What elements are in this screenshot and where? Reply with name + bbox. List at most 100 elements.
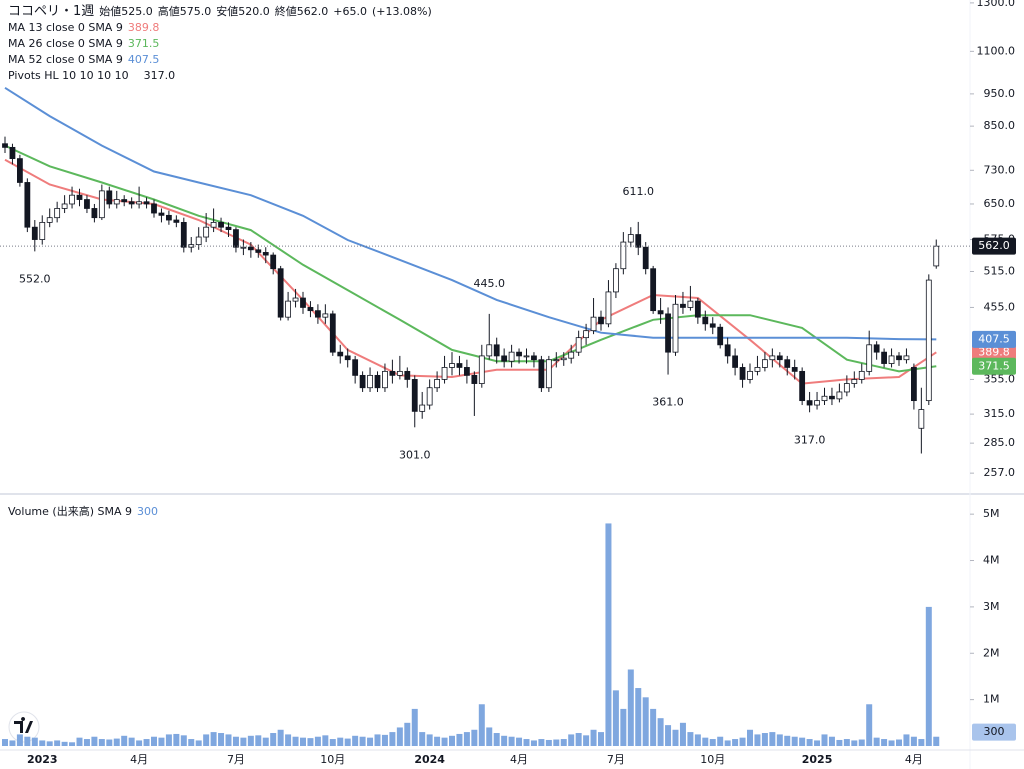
volume-bar <box>337 737 344 746</box>
volume-legend: Volume (出来高) SMA 9 300 <box>8 503 163 519</box>
candle-body <box>173 219 180 223</box>
volume-bar <box>761 733 768 746</box>
candle-body <box>374 374 381 389</box>
x-tick-label: 2025 <box>802 753 833 766</box>
candle-body <box>598 316 604 325</box>
candle-body <box>829 395 835 400</box>
ohlc-value: 562.0 <box>296 5 329 18</box>
candle-body <box>233 229 239 248</box>
ma-value: 371.5 <box>127 37 160 50</box>
candle-body <box>165 214 172 221</box>
volume-bar <box>851 740 858 746</box>
volume-bar <box>910 736 917 746</box>
candle-body <box>195 236 202 246</box>
candle-body <box>158 212 165 216</box>
x-tick-label: 4月 <box>130 753 148 766</box>
volume-bar <box>799 737 806 746</box>
candle-body <box>113 199 120 205</box>
volume-bar <box>530 740 537 746</box>
volume-bar <box>434 736 441 746</box>
candle-body <box>285 300 292 318</box>
volume-bar <box>151 736 157 746</box>
candle-body <box>98 190 105 219</box>
candle-body <box>799 370 806 402</box>
ma-tag <box>972 357 1016 375</box>
candle-body <box>888 355 895 364</box>
volume-bar <box>195 740 202 746</box>
volume-bar <box>493 733 500 746</box>
candle-body <box>806 400 813 406</box>
candle-body <box>724 344 731 357</box>
volume-bar <box>694 734 701 746</box>
volume-bar <box>426 734 433 746</box>
ohlc-field: 高値575.0 <box>158 5 212 18</box>
volume-bar <box>277 729 284 746</box>
candle-body <box>471 374 478 384</box>
candle-body <box>665 313 671 353</box>
volume-bar <box>650 708 657 746</box>
volume-bar <box>352 735 359 746</box>
candle-body <box>69 194 75 205</box>
volume-bar <box>806 739 813 746</box>
volume-bar <box>225 734 232 746</box>
candle-body <box>531 355 537 361</box>
candle-body <box>784 359 791 368</box>
volume-bar <box>16 734 23 746</box>
volume-bar <box>374 734 381 746</box>
ohlc-value: 575.0 <box>179 5 212 18</box>
volume-bar <box>583 735 590 746</box>
volume-bar <box>739 737 746 746</box>
volume-bar <box>881 739 888 746</box>
volume-sma-tag-label: 300 <box>984 725 1005 738</box>
volume-bar <box>240 737 247 746</box>
candle-body <box>680 303 686 308</box>
candle-body <box>180 221 187 248</box>
ohlc-value: 525.0 <box>121 5 153 18</box>
y-tick-label: 257.0 <box>984 466 1016 479</box>
candle-body <box>791 367 798 372</box>
volume-bar <box>83 739 90 746</box>
candle-body <box>262 252 269 256</box>
x-tick-label: 4月 <box>510 753 528 766</box>
volume-bar <box>754 734 761 746</box>
volume-bar <box>456 733 463 746</box>
volume-tick-label: 4M <box>983 554 1000 567</box>
candle-body <box>84 199 90 209</box>
candle-body <box>344 355 351 361</box>
candle-body <box>210 221 217 228</box>
candle-body <box>300 297 306 308</box>
candle-body <box>866 344 873 372</box>
volume-bar <box>389 732 396 746</box>
volume-bar <box>545 739 552 746</box>
candle-body <box>843 383 850 393</box>
candle-body <box>911 367 917 402</box>
ohlc-name: 終値 <box>274 5 297 18</box>
volume-bar <box>523 739 530 746</box>
volume-bar <box>828 736 835 746</box>
candle-body <box>762 359 768 368</box>
pivot-value: 317.0 <box>143 69 176 82</box>
volume-bar <box>747 729 753 746</box>
y-tick-label: 455.0 <box>984 300 1016 313</box>
ohlc-field: 安値520.0 <box>216 5 270 18</box>
volume-bar <box>173 733 180 746</box>
last-price-tag <box>972 237 1016 255</box>
volume-bar <box>270 733 277 746</box>
volume-bar <box>203 734 210 746</box>
candle-body <box>858 370 865 380</box>
candle-body <box>694 300 701 318</box>
volume-bar <box>9 740 16 746</box>
candle-body <box>851 379 858 384</box>
volume-bar <box>508 736 515 746</box>
candle-body <box>918 409 925 429</box>
volume-bar <box>858 739 865 746</box>
candle-body <box>255 249 262 253</box>
ma-legend-row: MA 13 close 0 SMA 9 389.8 <box>8 20 437 36</box>
volume-bar <box>411 708 418 746</box>
volume-bar <box>598 732 604 746</box>
volume-bar <box>486 727 493 746</box>
volume-tick-label: 1M <box>983 693 1000 706</box>
ma-tag-label: 407.5 <box>978 332 1010 345</box>
x-tick-label: 10月 <box>320 753 345 766</box>
